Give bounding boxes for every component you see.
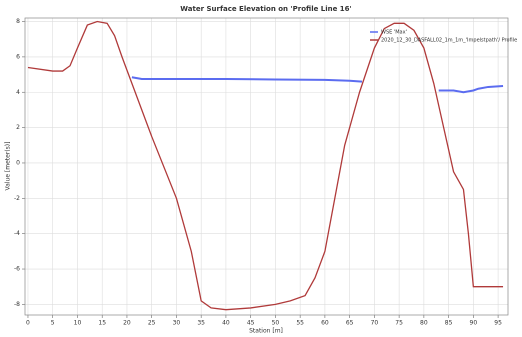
- x-tick-label: 25: [148, 320, 156, 327]
- legend-label: 2020_12_30_DASFALL02_1m_1m_'Impelstpath'…: [381, 38, 517, 44]
- y-tick-label: -6: [14, 266, 20, 273]
- y-tick-label: 4: [16, 89, 20, 96]
- x-tick-label: 5: [51, 320, 55, 327]
- x-tick-label: 60: [321, 320, 329, 327]
- x-tick-label: 0: [26, 320, 30, 327]
- x-tick-label: 55: [296, 320, 304, 327]
- x-tick-label: 90: [470, 320, 478, 327]
- legend-label: WSE 'Max': [381, 30, 407, 36]
- y-tick-label: 6: [16, 53, 20, 60]
- y-tick-label: -8: [14, 301, 20, 308]
- x-tick-label: 50: [272, 320, 280, 327]
- chart-title: Water Surface Elevation on 'Profile Line…: [180, 5, 351, 13]
- y-tick-label: -2: [14, 195, 20, 202]
- x-axis-label: Station [m]: [249, 328, 283, 335]
- x-tick-label: 65: [346, 320, 354, 327]
- y-tick-label: 2: [16, 124, 20, 131]
- x-tick-label: 20: [123, 320, 131, 327]
- x-tick-label: 30: [173, 320, 181, 327]
- y-tick-label: 0: [16, 159, 20, 166]
- x-tick-label: 40: [222, 320, 230, 327]
- x-tick-label: 85: [445, 320, 453, 327]
- x-tick-label: 35: [197, 320, 205, 327]
- x-tick-label: 45: [247, 320, 255, 327]
- y-tick-label: -4: [14, 230, 20, 237]
- y-axis-label: Value [meter(s)]: [5, 142, 12, 191]
- x-tick-label: 15: [98, 320, 106, 327]
- x-tick-label: 95: [494, 320, 502, 327]
- x-tick-label: 10: [74, 320, 82, 327]
- x-tick-label: 75: [395, 320, 403, 327]
- series-line: [131, 76, 504, 94]
- y-tick-label: 8: [16, 18, 20, 25]
- x-tick-label: 70: [371, 320, 379, 327]
- plot-frame: [24, 17, 509, 316]
- x-tick-label: 80: [420, 320, 428, 327]
- series-line: [27, 20, 504, 311]
